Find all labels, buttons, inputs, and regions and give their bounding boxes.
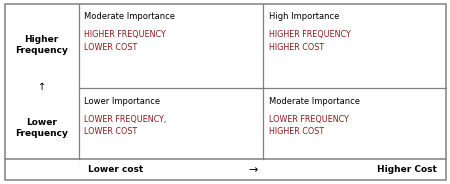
Text: Moderate Importance: Moderate Importance xyxy=(269,97,360,106)
Text: Lower Importance: Lower Importance xyxy=(84,97,160,106)
Text: Lower
Frequency: Lower Frequency xyxy=(15,118,68,138)
Text: LOWER FREQUENCY,
LOWER COST: LOWER FREQUENCY, LOWER COST xyxy=(84,115,166,137)
Text: Lower cost: Lower cost xyxy=(88,165,143,174)
Text: →: → xyxy=(248,165,258,175)
Text: HIGHER FREQUENCY
LOWER COST: HIGHER FREQUENCY LOWER COST xyxy=(84,30,166,52)
Text: HIGHER FREQUENCY
HIGHER COST: HIGHER FREQUENCY HIGHER COST xyxy=(269,30,351,52)
Text: Moderate Importance: Moderate Importance xyxy=(84,12,175,21)
Text: Higher Cost: Higher Cost xyxy=(377,165,436,174)
Text: ↑: ↑ xyxy=(37,82,46,92)
Text: High Importance: High Importance xyxy=(269,12,339,21)
Text: Higher
Frequency: Higher Frequency xyxy=(15,35,68,55)
Text: LOWER FREQUENCY
HIGHER COST: LOWER FREQUENCY HIGHER COST xyxy=(269,115,348,137)
